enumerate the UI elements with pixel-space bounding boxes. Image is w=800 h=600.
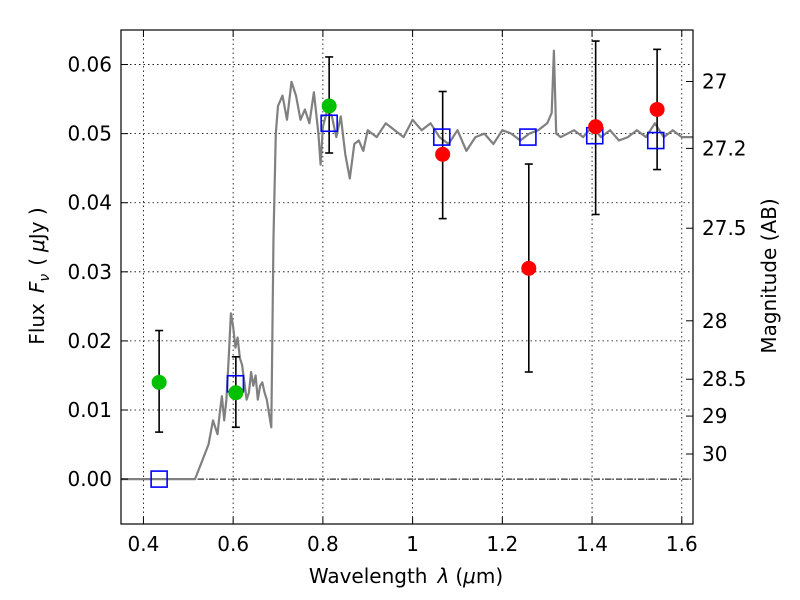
y-tick-label: 0.03 [67,260,112,284]
model-band-square [646,131,665,150]
x-tick-label: 0.8 [307,532,339,556]
grid [121,30,693,524]
model-spectrum-line [121,49,693,481]
data-marks [150,40,665,488]
x-axis-label-var: λ [436,564,449,588]
y2-tick-label: 30 [702,442,727,466]
x-axis-label-unit-mu: μ [462,564,476,588]
y-axis-label: Flux Fν ( μJy ) [25,207,53,344]
y-axis-label-text: Flux [25,303,49,345]
green-photometry-point [228,385,244,401]
y2-tick-label: 29 [702,404,727,428]
y2-tick-label: 28 [702,309,727,333]
model-band-square [519,128,537,146]
red-photometry-point [435,146,451,162]
y-axis-label-sub: ν [37,274,53,282]
y2-tick-label: 27 [702,69,727,93]
axis-ticks: 0.4 0.6 0.8 1 1.2 1.4 1.6 0.00 0.01 0.02 0.03 0.04 0… [67,30,747,556]
y-axis-label-unit-open: ( [25,258,49,266]
x-axis-label: Wavelength λ (μm) [309,564,503,588]
x-axis-label-unit-open: ( [455,564,463,588]
plot-frame [120,29,694,525]
y-axis-label-unit-mu: μ [25,239,49,253]
red-photometry-point [649,101,665,117]
y2-tick-label: 28.5 [702,367,747,391]
green-photometry-point [151,374,167,390]
x-tick-label: 1.4 [576,532,608,556]
y2-tick-label: 27.2 [702,136,747,160]
x-tick-label: 0.6 [217,532,249,556]
y-axis-label-unit-rest: Jy ) [25,207,49,241]
model-band-square [432,128,451,146]
y2-axis-label: Magnitude (AB) [757,198,781,353]
y-tick-label: 0.02 [67,329,112,353]
x-axis-label-unit-rest: m) [476,564,503,588]
model-band-square [150,470,168,488]
y-tick-label: 0.05 [67,122,112,146]
model-band-square [320,114,338,133]
y-axis-label-var: F [25,281,49,293]
y2-tick-label: 27.5 [702,216,747,240]
green-photometry-point [321,98,337,114]
y-tick-label: 0.01 [67,398,112,422]
red-photometry-point [521,260,537,276]
x-tick-label: 1.2 [486,532,518,556]
red-photometry-point [588,119,604,135]
y-tick-label: 0.04 [67,191,112,215]
y-tick-label: 0.00 [67,467,112,491]
x-tick-label: 1 [406,532,419,556]
y-tick-label: 0.06 [67,53,112,77]
x-tick-label: 0.4 [128,532,160,556]
x-tick-label: 1.6 [666,532,698,556]
x-axis-label-text: Wavelength [309,564,428,588]
